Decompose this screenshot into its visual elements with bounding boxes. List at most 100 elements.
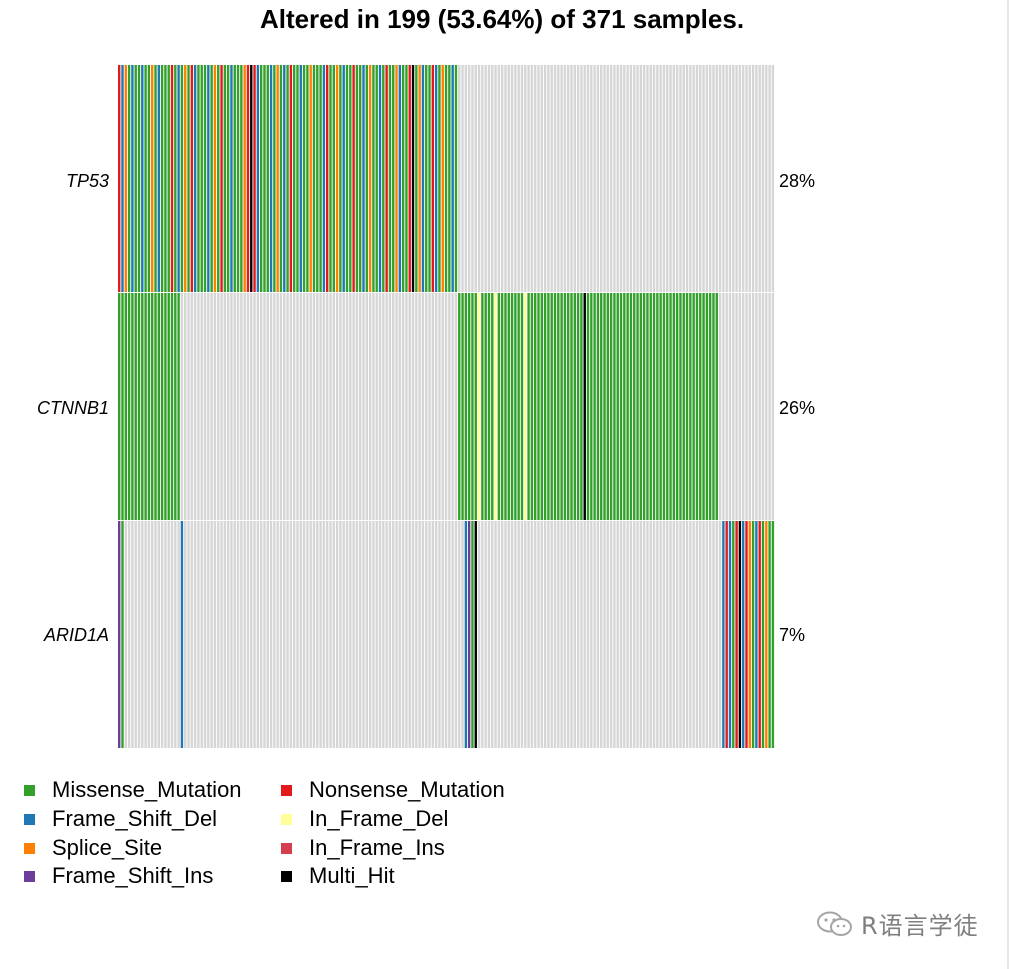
- oncoplot-cell: [481, 521, 484, 748]
- oncoplot-cell: [771, 293, 775, 520]
- oncoplot-cell: [741, 293, 745, 520]
- oncoplot-cell: [425, 521, 428, 748]
- legend-label-in-frame-ins: In_Frame_Ins: [309, 835, 445, 860]
- oncoplot-cell: [302, 293, 306, 520]
- oncoplot-cell: [217, 65, 220, 292]
- oncoplot-cell: [441, 293, 444, 520]
- oncoplot-cell: [517, 293, 520, 520]
- oncoplot-cell: [144, 521, 147, 748]
- oncoplot-cell: [613, 521, 616, 748]
- oncoplot-cell: [250, 293, 253, 520]
- oncoplot-cell: [590, 293, 593, 520]
- oncoplot-cell: [279, 293, 283, 520]
- page-right-border: [1007, 0, 1009, 969]
- oncoplot-cell: [689, 65, 692, 292]
- oncoplot-cell: [507, 65, 510, 292]
- oncoplot-cell: [573, 65, 577, 292]
- oncoplot-cell: [207, 65, 210, 292]
- oncoplot-cell: [299, 65, 302, 292]
- oncoplot-cell: [349, 293, 352, 520]
- oncoplot-cell: [672, 521, 676, 748]
- oncoplot-cell: [540, 65, 543, 292]
- oncoplot-cell: [164, 65, 167, 292]
- oncoplot-cell: [233, 521, 236, 748]
- oncoplot-cell: [675, 521, 679, 748]
- oncoplot-cell: [187, 65, 190, 292]
- oncoplot-cell: [692, 293, 695, 520]
- oncoplot-cell: [134, 293, 137, 520]
- oncoplot-cell: [365, 65, 369, 292]
- oncoplot-cell: [312, 65, 316, 292]
- oncoplot-cell: [517, 521, 520, 748]
- oncoplot-cell: [441, 521, 444, 748]
- oncoplot-cell: [477, 65, 481, 292]
- oncoplot-cell: [708, 293, 712, 520]
- oncoplot-cell: [563, 293, 567, 520]
- oncoplot-cell: [524, 65, 527, 292]
- oncoplot-cell: [352, 293, 355, 520]
- oncoplot-cell: [296, 65, 299, 292]
- oncoplot-cell: [263, 521, 266, 748]
- oncoplot-cell: [200, 293, 203, 520]
- oncoplot-cell: [633, 293, 636, 520]
- oncoplot-cell: [273, 65, 276, 292]
- oncoplot-cell: [160, 65, 164, 292]
- oncoplot-cell: [580, 293, 583, 520]
- oncoplot-cell: [481, 293, 484, 520]
- oncoplot-cell: [213, 293, 217, 520]
- oncoplot-cell: [286, 521, 289, 748]
- oncoplot-cell: [619, 521, 623, 748]
- oncoplot-cell: [246, 293, 250, 520]
- oncoplot-cell: [355, 521, 359, 748]
- oncoplot-cell: [464, 65, 468, 292]
- oncoplot-cell: [167, 521, 170, 748]
- oncoplot-cell: [570, 293, 573, 520]
- oncoplot-cell: [392, 521, 395, 748]
- oncoplot-cell: [477, 293, 481, 520]
- oncoplot-cell: [629, 521, 633, 748]
- oncoplot-cell: [636, 293, 639, 520]
- oncoplot-cell: [233, 293, 236, 520]
- oncoplot-cell: [659, 293, 662, 520]
- oncoplot-cell: [543, 65, 547, 292]
- oncoplot-cell: [425, 65, 428, 292]
- legend-swatch-nonsense-mutation: [281, 784, 292, 796]
- oncoplot-cell: [649, 65, 652, 292]
- oncoplot-cell: [454, 65, 458, 292]
- oncoplot-cell: [236, 521, 240, 748]
- oncoplot-cell: [434, 521, 438, 748]
- oncoplot-cell: [362, 521, 365, 748]
- oncoplot-cell: [461, 521, 464, 748]
- oncoplot-cell: [428, 521, 431, 748]
- oncoplot-cell: [345, 521, 349, 748]
- legend-label-multi-hit: Multi_Hit: [309, 863, 395, 888]
- oncoplot-cell: [253, 65, 256, 292]
- oncoplot-cell: [164, 293, 167, 520]
- oncoplot-cell: [184, 521, 187, 748]
- oncoplot-cell: [197, 293, 200, 520]
- oncoplot-cell: [619, 293, 623, 520]
- oncoplot-cell: [699, 65, 702, 292]
- oncoplot-cell: [127, 65, 131, 292]
- oncoplot-cell: [292, 293, 296, 520]
- oncoplot-cell: [524, 293, 527, 520]
- oncoplot-cell: [279, 65, 283, 292]
- oncoplot-cell: [603, 65, 606, 292]
- oncoplot-cell: [487, 65, 491, 292]
- oncoplot-cell: [339, 65, 342, 292]
- oncoplot-cell: [309, 293, 312, 520]
- oncoplot-cell: [699, 293, 702, 520]
- oncoplot-cell: [289, 65, 293, 292]
- oncoplot-cell: [738, 521, 742, 748]
- oncoplot-cell: [210, 293, 213, 520]
- oncoplot-cell: [217, 293, 220, 520]
- wechat-icon: [817, 911, 852, 936]
- oncoplot-cell: [547, 521, 550, 748]
- oncoplot-cell: [306, 65, 309, 292]
- oncoplot-cell: [170, 65, 174, 292]
- oncoplot-cell: [444, 65, 448, 292]
- oncoplot-cell: [220, 293, 223, 520]
- oncoplot-cell: [738, 293, 742, 520]
- oncoplot-cell: [626, 521, 629, 748]
- oncoplot-cell: [633, 521, 636, 748]
